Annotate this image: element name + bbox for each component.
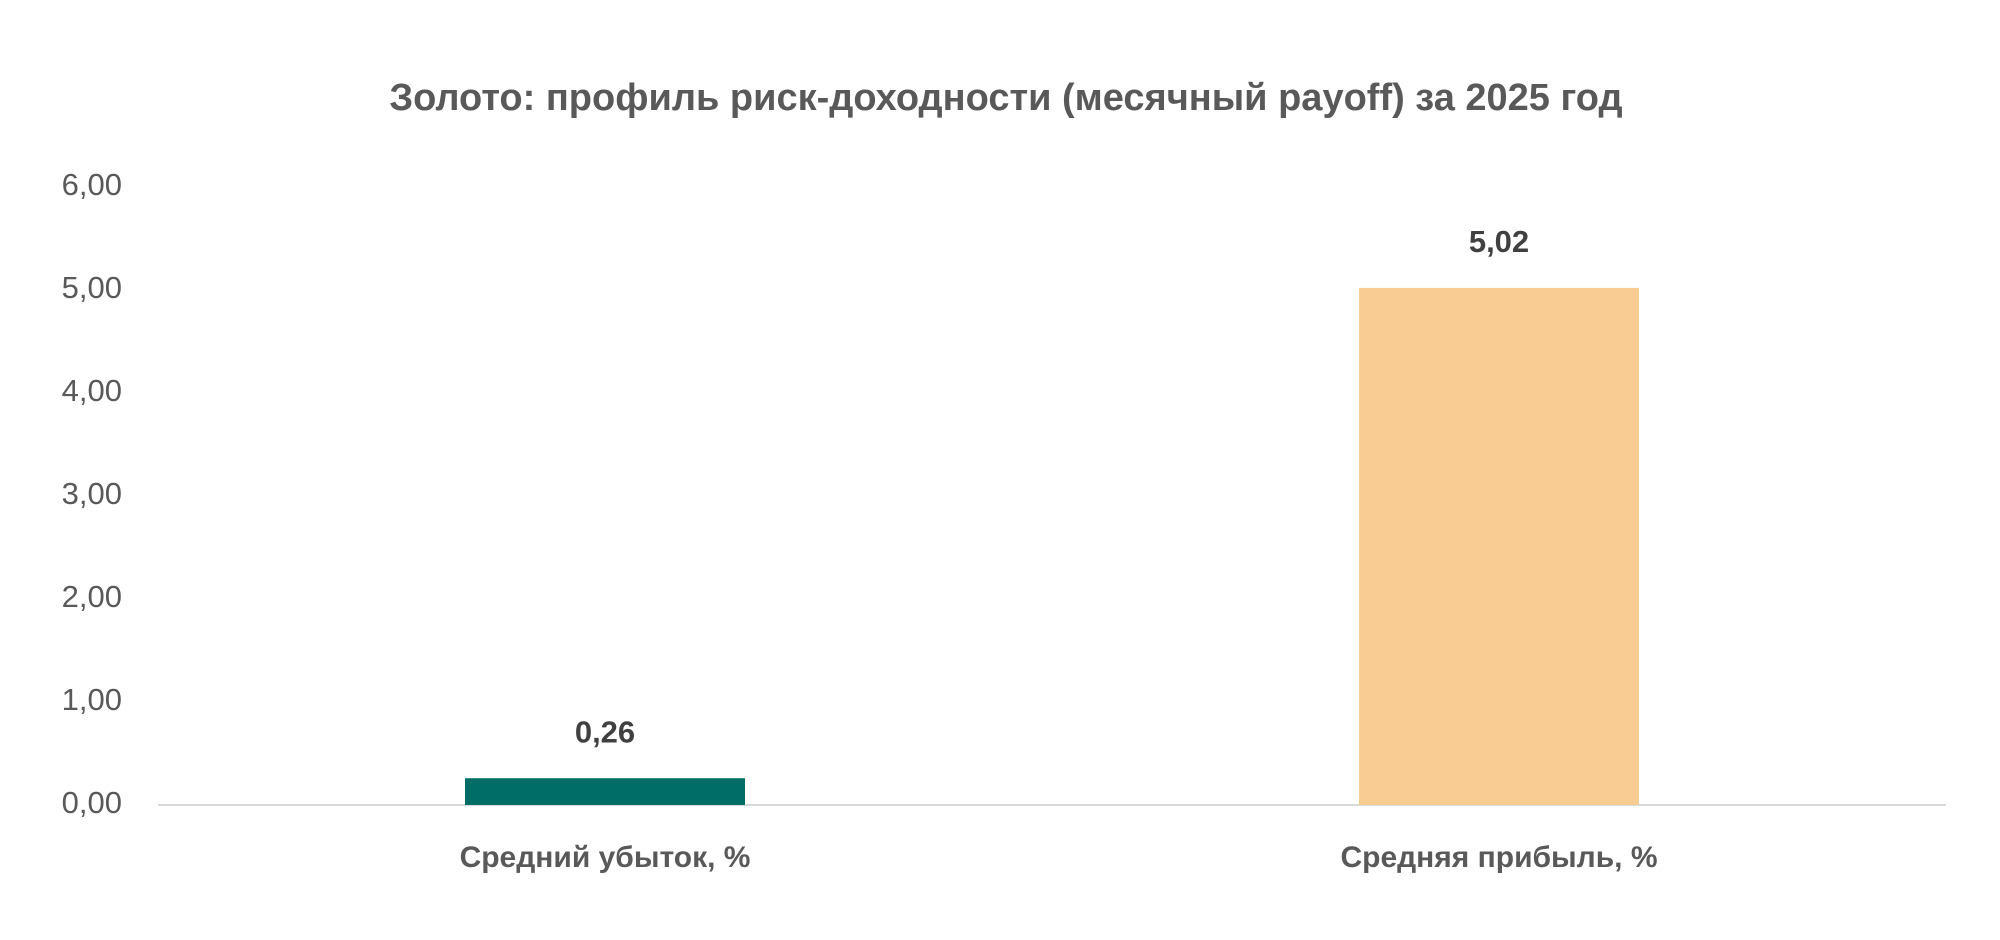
value-label: 0,26 (575, 714, 635, 749)
bar (465, 778, 745, 805)
bar (1359, 287, 1639, 805)
y-tick-label: 0,00 (62, 785, 122, 820)
y-tick-label: 2,00 (62, 579, 122, 614)
y-tick-label: 1,00 (62, 682, 122, 717)
y-tick-label: 3,00 (62, 476, 122, 511)
y-tick-label: 5,00 (62, 270, 122, 305)
x-tick-label: Средний убыток, % (460, 841, 751, 874)
value-label: 5,02 (1469, 224, 1529, 259)
chart-title: Золото: профиль риск-доходности (месячны… (389, 77, 1622, 119)
y-tick-label: 4,00 (62, 373, 122, 408)
x-tick-label: Средняя прибыль, % (1340, 841, 1657, 874)
y-tick-label: 6,00 (62, 167, 122, 202)
